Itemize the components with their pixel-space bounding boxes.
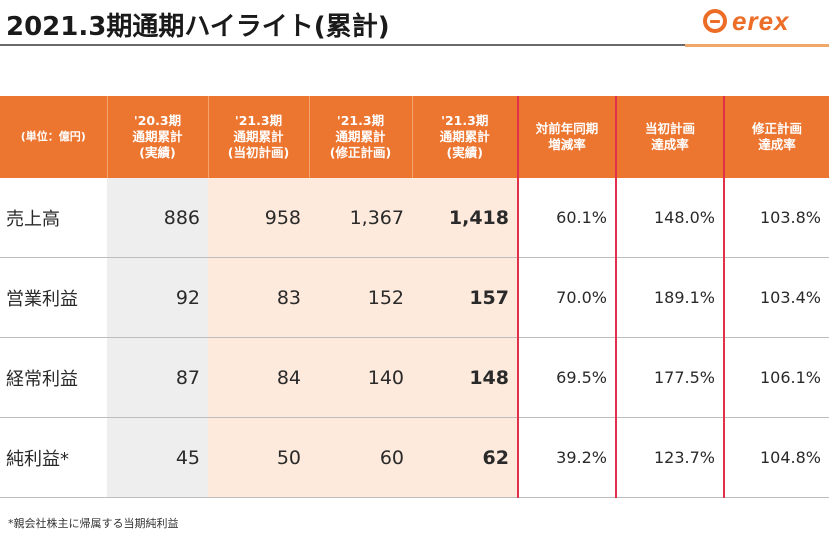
column-header-fy21-revised-plan: '21.3期 通期累計 (修正計画) <box>308 96 412 178</box>
table-row: 営業利益 92 83 152 157 70.0% 189.1% 103.4% <box>0 257 829 338</box>
table-cell: 62 <box>412 417 518 498</box>
column-header-fy21-initial-plan: '21.3期 通期累計 (当初計画) <box>207 96 309 178</box>
table-cell: 140 <box>309 337 412 418</box>
table-cell: 70.0% <box>517 257 616 338</box>
table-cell: 886 <box>107 178 208 258</box>
erex-logo: erex <box>703 8 790 34</box>
logo-text: erex <box>732 6 790 36</box>
table-cell: 157 <box>412 257 518 338</box>
table-cell: 1,418 <box>412 178 518 258</box>
table-cell: 123.7% <box>615 417 725 498</box>
table-cell: 103.4% <box>724 257 829 338</box>
column-header-revised-achievement: 修正計画 達成率 <box>723 96 829 178</box>
table-row: 純利益* 45 50 60 62 39.2% 123.7% 104.8% <box>0 417 829 498</box>
row-label: 経常利益 <box>0 337 107 418</box>
table-cell: 958 <box>208 178 309 258</box>
table-cell: 152 <box>309 257 412 338</box>
table-cell: 83 <box>208 257 309 338</box>
column-header-fy20-actual: '20.3期 通期累計 (実績) <box>106 96 208 178</box>
table-cell: 189.1% <box>615 257 725 338</box>
table-cell: 148.0% <box>615 178 725 258</box>
title-underline <box>0 44 685 46</box>
table-cell: 92 <box>107 257 208 338</box>
footnote: *親会社株主に帰属する当期純利益 <box>8 517 179 530</box>
table-cell: 87 <box>107 337 208 418</box>
column-header-initial-achievement: 当初計画 達成率 <box>615 96 725 178</box>
row-label: 純利益* <box>0 417 107 498</box>
title-underline-accent <box>685 44 829 47</box>
table-cell: 104.8% <box>724 417 829 498</box>
table-cell: 50 <box>208 417 309 498</box>
table-cell: 177.5% <box>615 337 725 418</box>
row-label: 売上高 <box>0 178 107 258</box>
table-row: 経常利益 87 84 140 148 69.5% 177.5% 106.1% <box>0 337 829 418</box>
page-title: 2021.3期通期ハイライト(累計) <box>6 12 390 42</box>
highlight-table: (単位：億円) '20.3期 通期累計 (実績) '21.3期 通期累計 (当初… <box>0 96 829 498</box>
table-cell: 1,367 <box>309 178 412 258</box>
column-header-yoy-change: 対前年同期 増減率 <box>517 96 616 178</box>
table-cell: 60 <box>309 417 412 498</box>
table-cell: 39.2% <box>517 417 616 498</box>
table-cell: 60.1% <box>517 178 616 258</box>
erex-logo-icon <box>703 9 727 33</box>
table-header-row: (単位：億円) '20.3期 通期累計 (実績) '21.3期 通期累計 (当初… <box>0 96 829 178</box>
row-label: 営業利益 <box>0 257 107 338</box>
table-cell: 84 <box>208 337 309 418</box>
column-header-fy21-actual: '21.3期 通期累計 (実績) <box>411 96 518 178</box>
table-cell: 45 <box>107 417 208 498</box>
unit-label: (単位：億円) <box>0 96 107 178</box>
table-row: 売上高 886 958 1,367 1,418 60.1% 148.0% 103… <box>0 178 829 258</box>
table-cell: 69.5% <box>517 337 616 418</box>
table-cell: 103.8% <box>724 178 829 258</box>
table-cell: 148 <box>412 337 518 418</box>
table-cell: 106.1% <box>724 337 829 418</box>
